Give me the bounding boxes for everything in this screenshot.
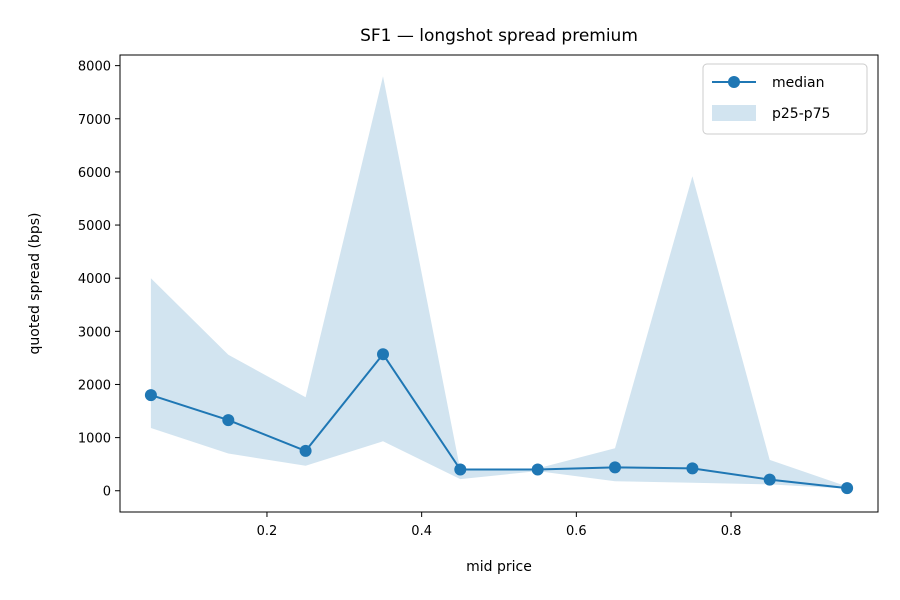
median-point xyxy=(222,414,235,427)
median-point xyxy=(454,463,467,476)
legend-median-label: median xyxy=(772,75,824,91)
x-tick-label: 0.6 xyxy=(566,524,587,539)
legend-band-swatch xyxy=(712,105,756,121)
median-point xyxy=(609,461,621,474)
x-axis-ticks: 0.2 0.4 0.6 0.8 xyxy=(257,512,742,539)
median-point xyxy=(531,463,544,476)
line-layer xyxy=(144,348,854,495)
median-point xyxy=(377,348,389,361)
median-point xyxy=(299,444,312,457)
y-axis-label: quoted spread (bps) xyxy=(27,213,43,355)
band-p25-p75 xyxy=(150,76,848,489)
y-tick-label: 7000 xyxy=(78,113,111,128)
y-tick-label: 4000 xyxy=(78,272,111,287)
y-tick-label: 2000 xyxy=(78,378,111,393)
band-layer xyxy=(150,76,848,489)
y-axis-ticks: 0 1000 2000 3000 4000 5000 6000 7000 8000 xyxy=(78,60,120,500)
median-point xyxy=(144,389,157,402)
median-point xyxy=(841,482,854,495)
x-tick-label: 0.2 xyxy=(257,524,278,539)
chart-title: SF1 — longshot spread premium xyxy=(360,26,638,46)
y-tick-label: 1000 xyxy=(78,432,111,447)
median-point xyxy=(763,473,776,486)
legend: median p25-p75 xyxy=(702,63,868,135)
axes-frame xyxy=(119,54,879,513)
median-point xyxy=(686,462,699,475)
y-tick-label: 3000 xyxy=(78,325,111,340)
legend-band-label: p25-p75 xyxy=(772,106,830,122)
legend-median-marker xyxy=(728,76,740,88)
y-tick-label: 5000 xyxy=(78,219,111,234)
x-axis-label: mid price xyxy=(466,559,532,575)
x-tick-label: 0.4 xyxy=(411,524,432,539)
median-line xyxy=(150,352,848,490)
y-tick-label: 0 xyxy=(103,485,111,500)
x-tick-label: 0.8 xyxy=(721,524,742,539)
y-tick-label: 8000 xyxy=(78,60,111,75)
y-tick-label: 6000 xyxy=(78,166,111,181)
